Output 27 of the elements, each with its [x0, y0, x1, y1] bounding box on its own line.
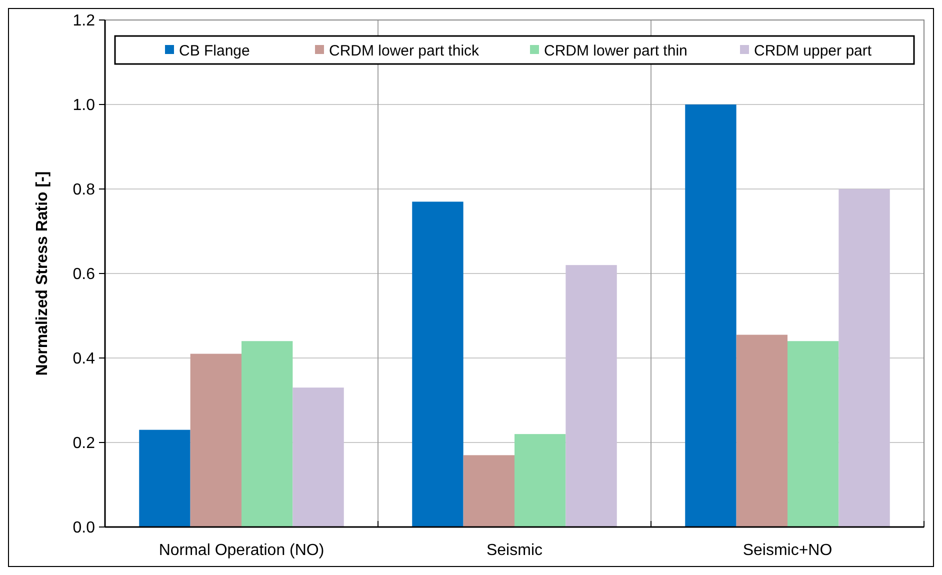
y-tick-label: 0.0	[72, 520, 96, 537]
bar	[788, 341, 839, 527]
bar	[190, 354, 242, 527]
bar	[838, 189, 890, 527]
y-tick-label: 0.4	[72, 350, 96, 368]
bar	[463, 455, 514, 527]
bar	[242, 341, 293, 527]
legend-label: CRDM lower part thin	[544, 42, 688, 60]
legend-label: CRDM upper part	[754, 42, 872, 60]
x-tick-label: Normal Operation (NO)	[158, 542, 324, 559]
legend-label: CRDM lower part thick	[329, 42, 480, 60]
bar	[292, 388, 344, 527]
x-tick-label: Seismic+NO	[742, 542, 832, 559]
y-tick-label: 0.2	[72, 435, 96, 452]
y-tick-label: 0.8	[72, 182, 96, 199]
x-tick-label: Seismic	[486, 542, 543, 559]
y-tick-label: 0.6	[72, 266, 96, 284]
y-tick-label: 1.0	[72, 97, 96, 114]
bar	[736, 334, 788, 527]
y-axis-title: Normalized Stress Ratio [-]	[34, 171, 51, 376]
legend-label: CB Flange	[179, 42, 250, 60]
bar	[139, 430, 190, 527]
bar	[412, 202, 464, 527]
bar	[514, 434, 566, 527]
bar	[685, 104, 736, 527]
y-tick-label: 1.2	[72, 12, 96, 30]
bar	[566, 265, 617, 527]
